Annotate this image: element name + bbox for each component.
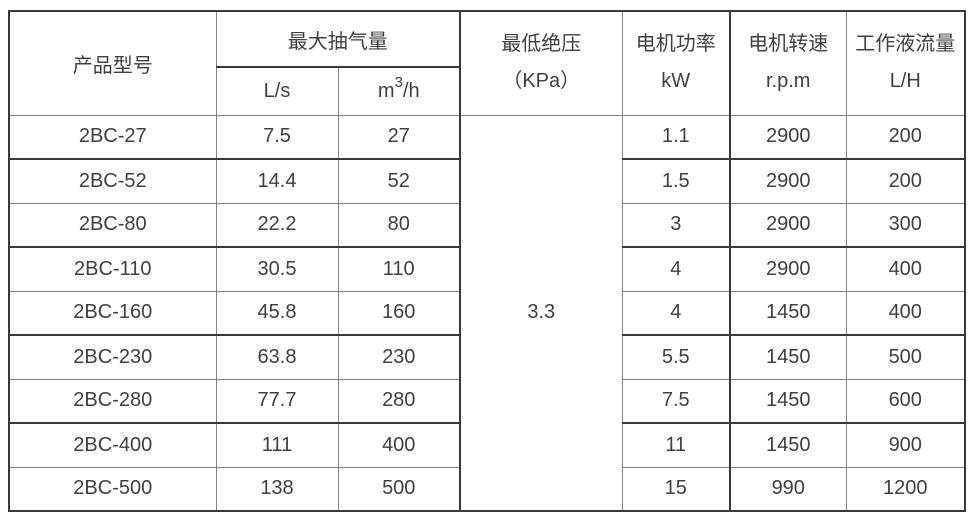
header-max-pumping: 最大抽气量 [215,11,460,68]
cell-lh: 200 [845,159,965,204]
cell-ls: 45.8 [215,291,338,336]
cell-kw: 15 [621,467,730,511]
cell-m3h: 27 [337,115,460,160]
cell-rpm: 1450 [729,423,846,468]
cell-ls: 14.4 [215,159,338,204]
cell-kw: 11 [621,423,730,468]
header-min-pressure-line2: （KPa） [502,70,581,93]
cell-ls: 22.2 [215,203,338,248]
cell-lh: 200 [845,115,965,160]
table-row-2bc-280: 2BC-280 77.7 280 7.5 1450 600 [9,379,965,424]
cell-ls: 138 [215,467,338,511]
cell-lh: 500 [845,335,965,380]
cell-model: 2BC-27 [9,115,216,160]
cell-m3h: 110 [337,247,460,292]
header-min-pressure-line1: 最低绝压 [501,33,582,56]
cell-rpm: 2900 [729,115,846,160]
cell-rpm: 2900 [729,203,846,248]
cell-model: 2BC-230 [9,335,216,380]
header-motor-speed: 电机转速 r.p.m [729,11,846,116]
cell-kw: 1.5 [621,159,730,204]
header-motor-power: 电机功率 kW [621,11,730,116]
cell-model: 2BC-80 [9,203,216,248]
table-row-2bc-27: 2BC-27 7.5 27 3.3 1.1 2900 200 [9,115,965,512]
cell-model: 2BC-160 [9,291,216,336]
cell-m3h: 160 [337,291,460,336]
cell-rpm: 2900 [729,247,846,292]
header-motor-speed-line1: 电机转速 [748,33,829,56]
cell-model: 2BC-110 [9,247,216,292]
unit-m3h-sup: 3 [394,74,403,92]
header-motor-power-line1: 电机功率 [635,33,716,56]
header-product-model: 产品型号 [9,11,216,116]
cell-ls: 111 [215,423,338,468]
cell-ls: 30.5 [215,247,338,292]
header-motor-speed-line2: r.p.m [766,70,811,93]
header-unit-m3h: m3/h [337,67,460,116]
header-min-pressure: 最低绝压 （KPa） [459,11,622,116]
header-row-top: 产品型号 最大抽气量 最低绝压 （KPa） 电机功率 kW 电机转速 r.p.m… [9,11,965,116]
table-row-2bc-230: 2BC-230 63.8 230 5.5 1450 500 [9,335,965,380]
cell-model: 2BC-280 [9,379,216,424]
table-row-2bc-110: 2BC-110 30.5 110 4 2900 400 [9,247,965,292]
cell-m3h: 280 [337,379,460,424]
cell-lh: 1200 [845,467,965,511]
unit-m3h-rest: /h [402,79,420,102]
cell-kw: 1.1 [621,115,730,160]
cell-m3h: 400 [337,423,460,468]
cell-model: 2BC-500 [73,477,153,500]
cell-rpm: 1450 [729,291,846,336]
cell-model: 2BC-400 [9,423,216,468]
cell-kw: 5.5 [621,335,730,380]
table-row-2bc-400: 2BC-400 111 400 11 1450 900 [9,423,965,468]
cell-m3h: 52 [337,159,460,204]
cell-rpm: 1450 [729,335,846,380]
cell-ls: 77.7 [215,379,338,424]
header-fluid-flow: 工作液流量 L/H [845,11,965,116]
cell-rpm: 1450 [729,379,846,424]
spec-table: 产品型号 最大抽气量 最低绝压 （KPa） 电机功率 kW 电机转速 r.p.m… [8,10,966,512]
table-row-2bc-52: 2BC-52 14.4 52 1.5 2900 200 [9,159,965,204]
cell-lh: 400 [845,247,965,292]
cell-kw: 4 [621,291,730,336]
table-row-2bc-160: 2BC-160 45.8 160 4 1450 400 [9,291,965,336]
header-unit-ls: L/s [215,67,338,116]
cell-lh: 900 [845,423,965,468]
cell-m3h: 500 [337,467,460,511]
table-row-2bc-80: 2BC-80 22.2 80 3 2900 300 [9,203,965,248]
cell-m3h: 230 [337,335,460,380]
cell-kw: 4 [621,247,730,292]
cell-lh: 600 [845,379,965,424]
cell-m3h: 80 [337,203,460,248]
unit-m3h-base: m [377,79,395,102]
cell-min-pressure: 3.3 [459,115,622,512]
header-fluid-flow-line1: 工作液流量 [855,33,956,56]
cell-ls: 7.5 [215,115,338,160]
cell-lh: 400 [845,291,965,336]
header-row-units: L/s m3/h [9,67,965,116]
cell-model: 2BC-52 [9,159,216,204]
cell-kw: 3 [621,203,730,248]
cell-lh: 300 [845,203,965,248]
cell-rpm: 990 [729,467,846,511]
cell-kw: 7.5 [621,379,730,424]
header-fluid-flow-line2: L/H [889,70,921,93]
cell-ls: 63.8 [215,335,338,380]
header-motor-power-line2: kW [661,70,691,93]
table-row-2bc-500: 2BC-500 138 500 15 990 1200 [9,467,965,511]
cell-rpm: 2900 [729,159,846,204]
